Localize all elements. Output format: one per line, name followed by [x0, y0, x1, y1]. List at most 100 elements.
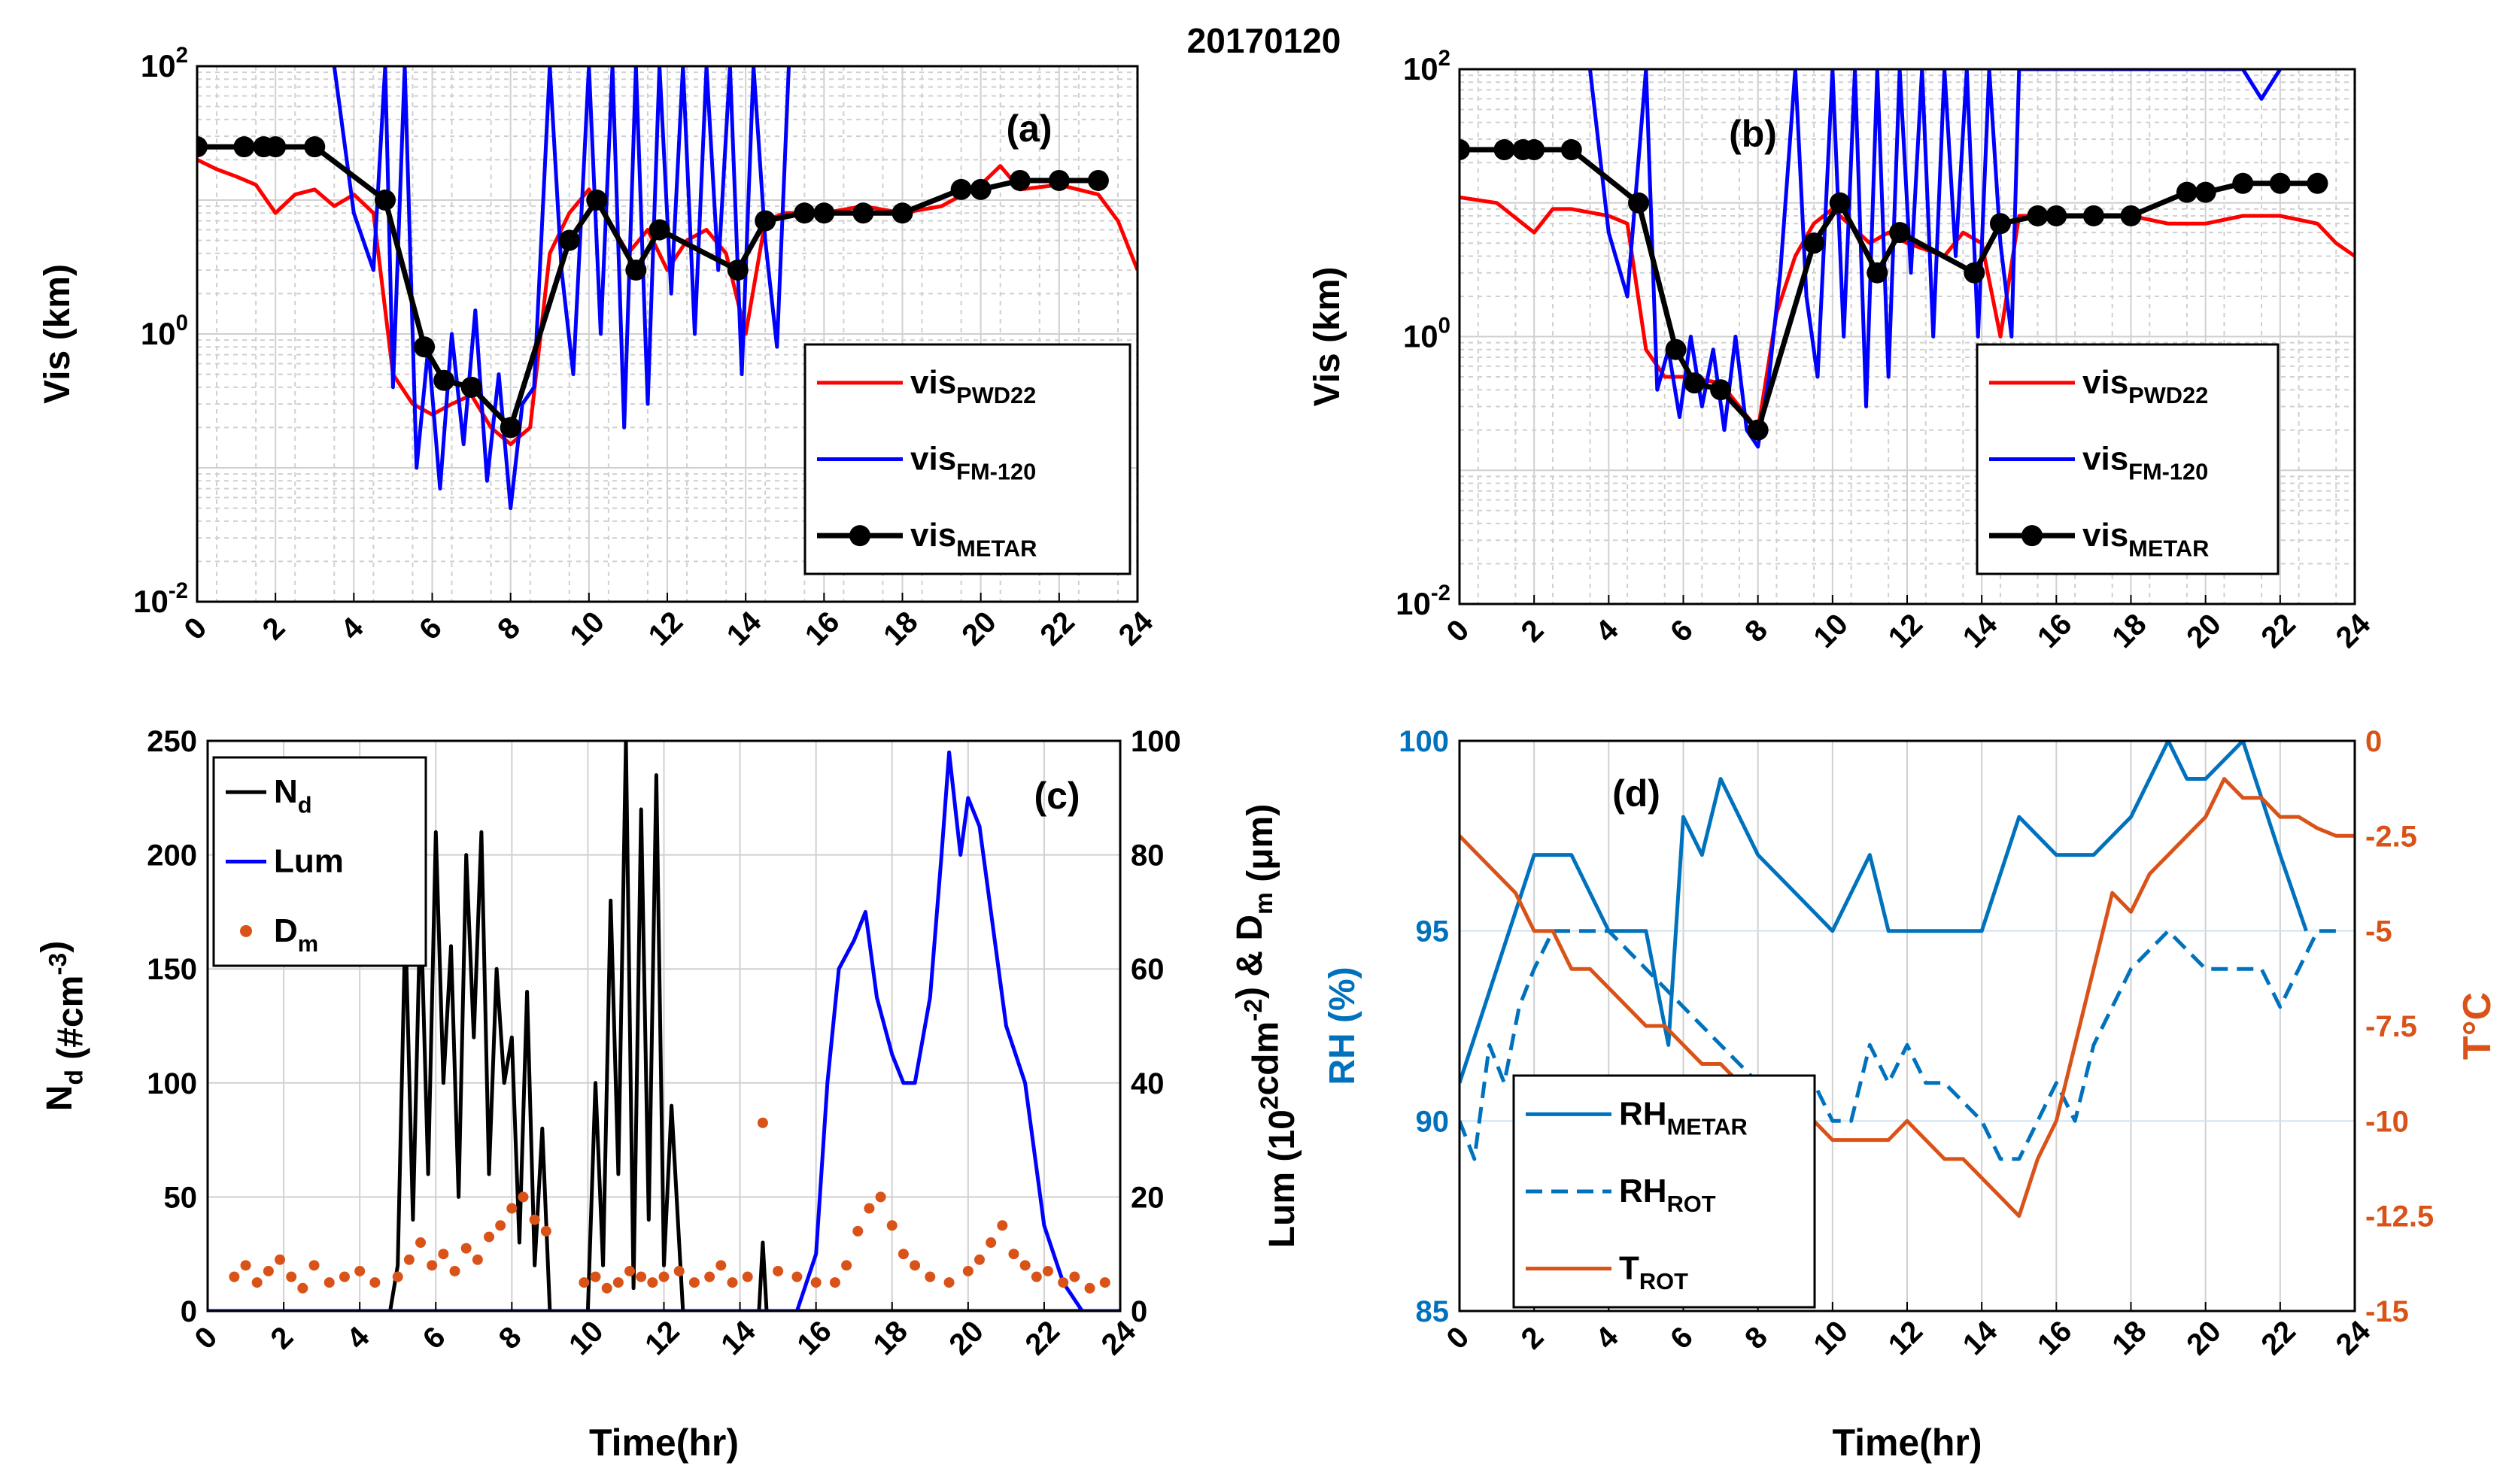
series-line-vis-fm-120 [1588, 69, 2282, 449]
metar-marker [2232, 172, 2254, 194]
data-point-d-m [579, 1277, 590, 1288]
metar-marker [558, 229, 580, 251]
y-tick-label: 95 [1416, 915, 1450, 948]
legend-entry: visPWD22 [1989, 364, 2208, 408]
metar-marker [755, 210, 776, 232]
legend: RHMETAR RHROT TROT [1512, 1074, 1816, 1309]
x-tick-label: 20 [943, 1315, 990, 1362]
data-point-d-m [263, 1265, 274, 1276]
x-tick-label: 16 [791, 1315, 838, 1362]
metar-marker [1087, 169, 1109, 191]
metar-marker [2027, 205, 2049, 226]
metar-marker [1460, 139, 1470, 161]
y-tick-label: 200 [147, 839, 197, 872]
data-point-d-m [875, 1191, 886, 1203]
x-tick-label: 10 [563, 605, 611, 653]
data-point-d-m [590, 1271, 601, 1282]
x-tick-label: 16 [799, 605, 846, 653]
y-tick-label-right: 40 [1131, 1067, 1165, 1100]
y-tick-label: 150 [147, 953, 197, 986]
legend-label: Lum [274, 843, 344, 880]
x-tick-label: 16 [2031, 1315, 2079, 1362]
metar-marker [892, 202, 913, 224]
x-tick-label: 12 [642, 605, 690, 653]
data-point-d-m [339, 1271, 350, 1282]
legend-entry: Lum [226, 843, 344, 880]
data-point-d-m [601, 1282, 612, 1294]
x-tick-label: 10 [1807, 608, 1854, 655]
metar-marker [1628, 192, 1649, 214]
x-tick-label: 2 [257, 611, 292, 646]
y-axis-label-right: T°C [2456, 992, 2499, 1060]
panel-label: (b) [1729, 113, 1777, 155]
x-tick-label: 6 [413, 611, 448, 646]
y-tick-label: 100 [1403, 314, 1450, 354]
panel-label: (a) [1006, 108, 1052, 150]
y-tick-label-right: 0 [1131, 1295, 1147, 1328]
metar-marker [950, 178, 972, 200]
metar-marker [1665, 338, 1687, 360]
x-axis-label: Time(hr) [589, 1422, 739, 1464]
metar-marker [304, 136, 326, 158]
metar-marker [2046, 205, 2067, 226]
metar-marker [2307, 172, 2328, 194]
panel-d: 0 2 4 6 8 10 12 14 16 18 20 22 24859095100-15-12.5-1… [1323, 725, 2499, 1464]
x-tick-label: 14 [1957, 1314, 2004, 1361]
metar-marker [460, 376, 482, 398]
metar-marker [1829, 192, 1851, 214]
series-line-lum [208, 750, 1120, 1311]
data-point-d-m [647, 1277, 658, 1288]
x-tick-label: 4 [341, 1320, 376, 1355]
legend-label: Nd [274, 773, 312, 818]
data-point-d-m [518, 1191, 529, 1203]
legend-label: TROT [1619, 1250, 1688, 1294]
x-tick-label: 10 [1807, 1315, 1854, 1362]
legend: Nd Lum Dm [212, 756, 427, 967]
legend-marker [2021, 525, 2043, 547]
data-point-d-m [506, 1203, 518, 1214]
y-tick-label: 100 [141, 311, 188, 351]
data-point-d-m [673, 1265, 685, 1276]
x-tick-label: 8 [1739, 613, 1774, 648]
x-tick-label: 16 [2031, 608, 2079, 655]
metar-marker [1493, 139, 1515, 161]
metar-marker [1989, 213, 2011, 235]
data-point-d-m [742, 1271, 753, 1282]
series-group [1460, 741, 2355, 1218]
legend-label: visPWD22 [910, 364, 1036, 408]
y-tick-label: 10-2 [1396, 581, 1450, 621]
x-tick-label: 2 [1515, 613, 1551, 648]
data-point-d-m [612, 1277, 624, 1288]
data-point-d-m [460, 1243, 472, 1254]
data-point-d-m [427, 1260, 438, 1271]
x-tick-label: 8 [1739, 1320, 1774, 1355]
x-tick-label: 4 [335, 611, 370, 646]
series-line-rh-rot [1460, 929, 2337, 1161]
metar-marker [1889, 222, 1911, 244]
y-axis-label-right: Lum (102cdm-2) & Dm (μm) [1230, 804, 1302, 1248]
data-point-d-m [449, 1265, 460, 1276]
metar-marker [433, 369, 455, 391]
metar-marker [794, 202, 816, 224]
data-point-d-m [757, 1117, 768, 1128]
data-point-d-m [484, 1231, 495, 1243]
metar-marker [970, 178, 992, 200]
metar-marker [625, 259, 647, 281]
data-point-d-m [1031, 1271, 1042, 1282]
x-tick-label: 14 [1957, 607, 2004, 654]
metar-marker [813, 202, 835, 224]
x-tick-label: 22 [1034, 605, 1081, 653]
series-group [208, 741, 1120, 1311]
y-tick-label: 50 [164, 1181, 198, 1214]
data-point-d-m [529, 1214, 540, 1225]
data-point-d-m [810, 1277, 822, 1288]
data-point-d-m [1042, 1265, 1053, 1276]
y-tick-label-right: 0 [2365, 725, 2382, 758]
data-point-d-m [354, 1265, 366, 1276]
metar-marker [1684, 372, 1706, 394]
data-point-d-m [829, 1277, 840, 1288]
legend: visPWD22 visFM-120 visMETAR [1976, 343, 2280, 575]
data-point-d-m [403, 1254, 415, 1265]
